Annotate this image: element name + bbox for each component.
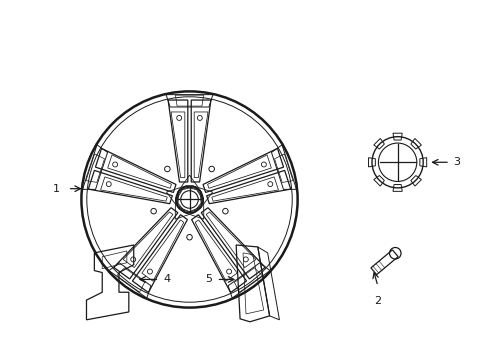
Text: 4: 4 xyxy=(163,274,171,284)
Text: 1: 1 xyxy=(53,184,60,194)
Text: 3: 3 xyxy=(453,157,460,167)
Text: 5: 5 xyxy=(205,274,213,284)
Text: 2: 2 xyxy=(374,296,382,306)
